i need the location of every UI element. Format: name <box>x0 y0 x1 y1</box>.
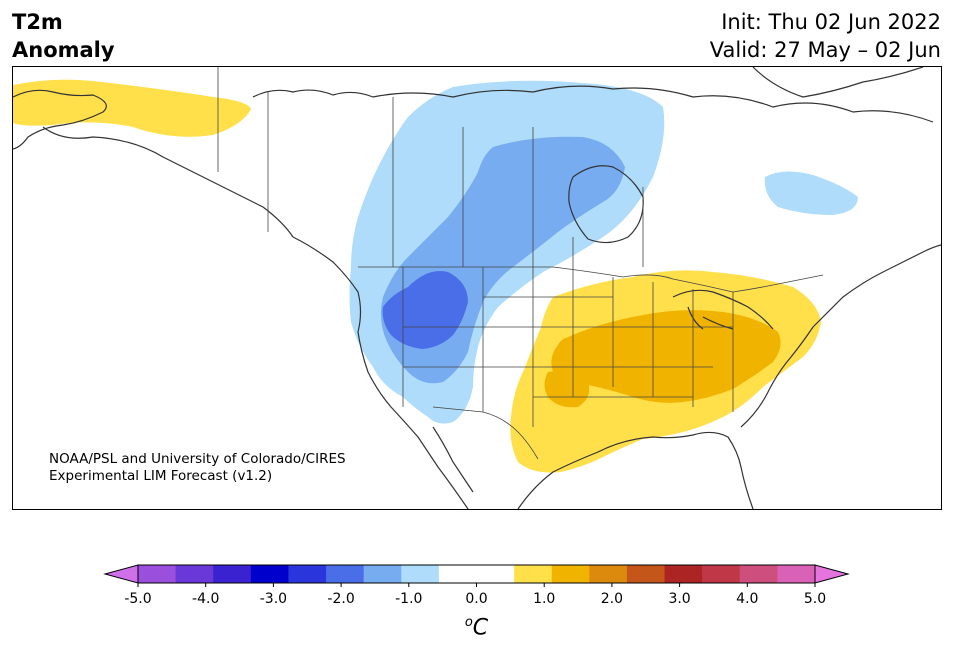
colorbar-tick-label: 0.0 <box>465 591 487 607</box>
degree-symbol: o <box>464 615 473 630</box>
colorbar-swatch <box>476 565 515 583</box>
credit-line-2: Experimental LIM Forecast (v1.2) <box>49 468 273 484</box>
coastline-west <box>292 236 469 509</box>
colorbar-min-extension <box>103 564 139 584</box>
field-label: Anomaly <box>12 38 115 62</box>
credit-text: NOAA/PSL and University of Colorado/CIRE… <box>49 451 346 485</box>
map-svg <box>13 67 941 509</box>
valid-range: Valid: 27 May – 02 Jun <box>709 38 941 62</box>
cold-region-dark <box>382 271 468 349</box>
warm-region-alaska <box>13 79 251 137</box>
colorbar-swatch <box>363 565 402 583</box>
colorbar-swatch <box>664 565 703 583</box>
colorbar-tick-label: 4.0 <box>736 591 758 607</box>
colorbar-tick-label: -2.0 <box>327 591 354 607</box>
coastline-baja <box>432 426 474 493</box>
init-date: Init: Thu 02 Jun 2022 <box>721 10 941 34</box>
us-state-borders <box>402 267 734 427</box>
canada-province-borders <box>267 92 644 267</box>
colorbar-ticks: -5.0 -4.0 -3.0 -2.0 -1.0 0.0 1.0 2.0 3.0 4.0 5.0 <box>124 583 826 607</box>
colorbar-swatch <box>589 565 628 583</box>
colorbar-swatch <box>175 565 214 583</box>
colorbar: -5.0 -4.0 -3.0 -2.0 -1.0 0.0 1.0 2.0 3.0 4.0 5.0 <box>103 564 850 607</box>
colorbar-swatch <box>777 565 816 583</box>
colorbar-swatch <box>702 565 741 583</box>
colorbar-swatch <box>250 565 289 583</box>
warm-region-core <box>551 310 781 403</box>
colorbar-tick-label: 3.0 <box>668 591 690 607</box>
coastline-greenland <box>752 67 924 98</box>
colorbar-swatch <box>401 565 440 583</box>
forecast-dates: Init: Thu 02 Jun 2022 Valid: 27 May – 02… <box>710 8 941 64</box>
political-borders <box>217 67 824 460</box>
coastline-alaska <box>13 89 107 150</box>
colorbar-tick-label: -3.0 <box>260 591 287 607</box>
colorbar-swatch <box>438 565 477 583</box>
colorbar-swatch <box>739 565 778 583</box>
unit-letter: C <box>472 615 489 641</box>
cold-region-labrador <box>764 171 858 215</box>
colorbar-swatch <box>551 565 590 583</box>
coastlines <box>13 67 941 509</box>
colorbar-tick-label: -5.0 <box>124 591 151 607</box>
colorbar-tick-label: -4.0 <box>192 591 219 607</box>
coastline-hudson <box>568 165 644 244</box>
colorbar-tick-label: 2.0 <box>601 591 623 607</box>
colorbar-swatch <box>326 565 365 583</box>
anomaly-map: NOAA/PSL and University of Colorado/CIRE… <box>12 66 942 510</box>
coastline-east <box>740 244 941 428</box>
plot-title: T2m Anomaly <box>12 8 115 64</box>
warm-region-core-south <box>544 370 590 408</box>
colorbar-swatch <box>138 565 177 583</box>
colorbar-swatch <box>213 565 252 583</box>
variable-label: T2m <box>12 10 63 34</box>
colorbar-swatch <box>288 565 327 583</box>
colorbar-swatch <box>514 565 553 583</box>
colorbar-swatch <box>626 565 666 583</box>
colorbar-unit: oC <box>0 615 953 640</box>
colorbar-tick-label: -1.0 <box>395 591 422 607</box>
colorbar-tick-label: 5.0 <box>804 591 826 607</box>
us-canada-border <box>358 266 824 293</box>
coastline-northern <box>42 126 294 238</box>
credit-line-1: NOAA/PSL and University of Colorado/CIRE… <box>49 451 346 467</box>
colorbar-swatches <box>138 565 816 583</box>
coastline-gulf <box>517 431 754 509</box>
coastline-arctic <box>252 85 934 123</box>
anomaly-contours <box>13 79 858 473</box>
colorbar-tick-label: 1.0 <box>533 591 555 607</box>
colorbar-max-extension <box>814 564 850 584</box>
us-mexico-border <box>432 406 539 460</box>
